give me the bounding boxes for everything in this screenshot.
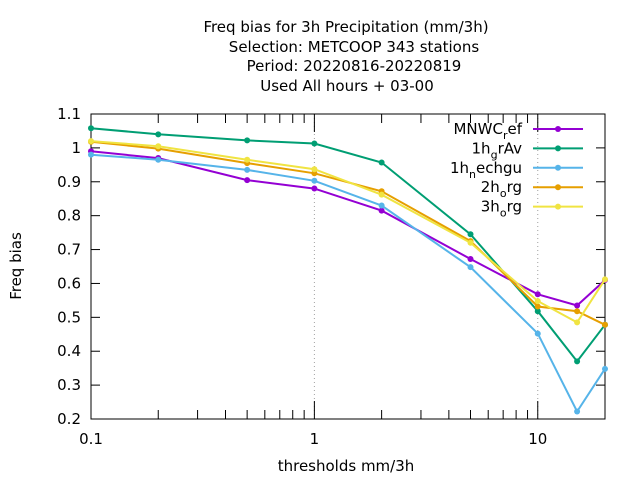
y-tick-label: 0.7 [57, 241, 81, 259]
chart-title: Freq bias for 3h Precipitation (mm/3h) S… [203, 18, 488, 95]
data-point [155, 143, 162, 150]
data-point [378, 159, 385, 166]
chart-grid [313, 114, 539, 419]
data-point [574, 308, 581, 315]
x-axis-label: thresholds mm/3h [278, 457, 415, 475]
data-point [244, 137, 251, 144]
data-point [534, 291, 541, 298]
data-point [602, 321, 608, 328]
data-point [244, 156, 251, 163]
data-point [534, 330, 541, 337]
y-tick-label: 0.2 [57, 410, 81, 428]
x-tick-labels: 0.1 1 10 [79, 430, 547, 448]
data-point [574, 302, 581, 309]
legend-marker [555, 203, 561, 210]
data-point [88, 138, 94, 145]
data-point [155, 156, 162, 163]
data-point [602, 276, 608, 283]
y-tick-label: 0.5 [57, 308, 81, 326]
legend-label: 2horg [481, 178, 522, 200]
data-series [88, 125, 608, 415]
data-point [534, 303, 541, 310]
data-point [534, 308, 541, 315]
y-tick-label: 0.4 [57, 342, 81, 360]
data-point [311, 140, 318, 147]
y-tick-labels: 0.2 0.3 0.4 0.5 0.6 0.7 0.8 0.9 1 1.1 [57, 105, 81, 428]
legend-label: 3horg [481, 198, 522, 220]
x-tick-label: 10 [528, 430, 547, 448]
data-point [378, 191, 385, 198]
data-point [602, 365, 608, 372]
title-line-1: Freq bias for 3h Precipitation (mm/3h) [203, 18, 488, 36]
legend-marker [555, 184, 561, 191]
x-tick-label: 1 [310, 430, 320, 448]
data-point [378, 207, 385, 214]
data-point [574, 319, 581, 326]
y-tick-label: 0.3 [57, 376, 81, 394]
data-point [244, 177, 251, 184]
data-point [88, 151, 94, 158]
data-point [311, 185, 318, 192]
y-tick-label: 0.6 [57, 274, 81, 292]
data-point [534, 298, 541, 305]
data-point [88, 125, 94, 132]
data-point [467, 231, 474, 238]
y-tick-label: 1 [71, 139, 81, 157]
legend-label: 1hnechgu [450, 159, 522, 181]
plot-frame [90, 113, 606, 420]
data-point [311, 166, 318, 173]
y-tick-label: 0.8 [57, 207, 81, 225]
title-line-2: Selection: METCOOP 343 stations [229, 38, 480, 56]
legend-label: 1hgrAv [472, 139, 523, 161]
data-point [311, 177, 318, 184]
series-line-4 [90, 140, 606, 324]
data-point [244, 166, 251, 173]
title-line-3: Period: 20220816-20220819 [247, 57, 462, 75]
legend-marker [555, 145, 561, 152]
legend-marker [555, 164, 561, 171]
legend-label: MNWCref [453, 120, 522, 142]
y-axis-label: Freq bias [7, 232, 25, 300]
legend-marker [555, 126, 561, 132]
series-line-1 [90, 127, 606, 364]
y-tick-label: 0.9 [57, 173, 81, 191]
series-line-3 [90, 140, 606, 326]
data-point [155, 131, 162, 138]
series-line-0 [90, 150, 606, 307]
data-point [467, 239, 474, 246]
series-line-2 [90, 153, 606, 414]
x-tick-label: 0.1 [79, 430, 103, 448]
data-point [467, 264, 474, 271]
data-point [467, 256, 474, 263]
y-tick-label: 1.1 [57, 105, 81, 123]
data-point [574, 408, 581, 415]
data-point [378, 202, 385, 209]
title-line-4: Used All hours + 03-00 [260, 77, 434, 95]
data-point [574, 358, 581, 365]
